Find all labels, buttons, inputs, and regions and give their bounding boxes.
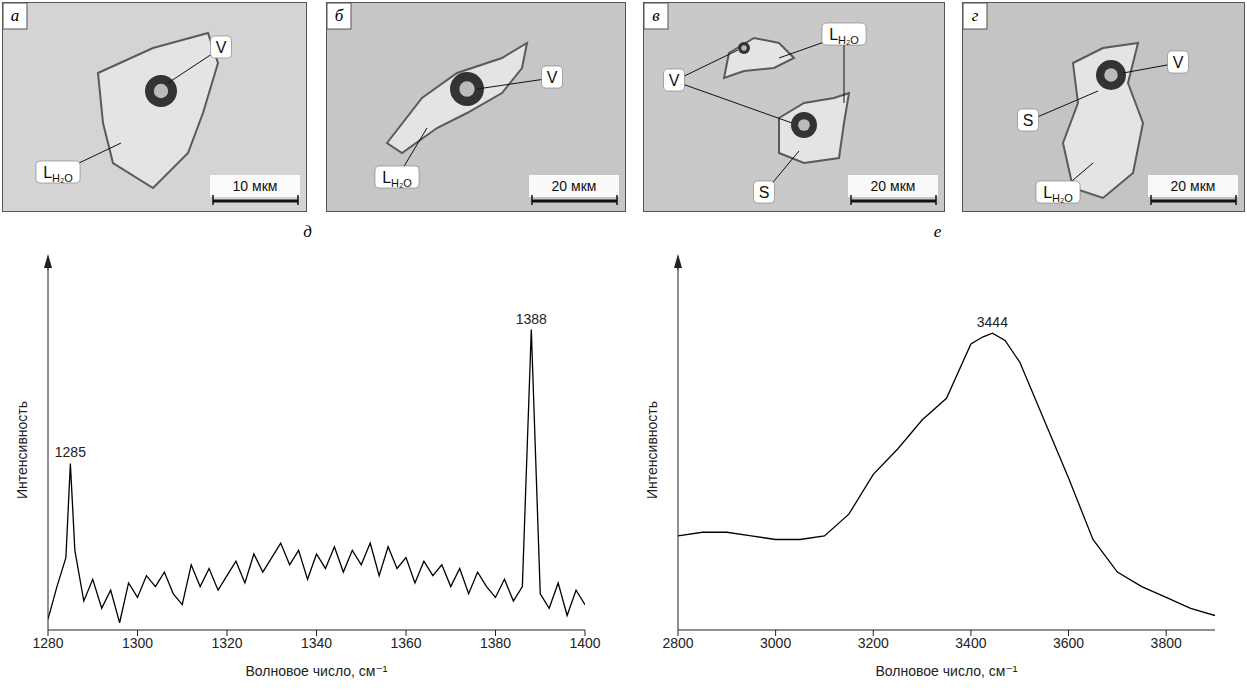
svg-text:3800: 3800 — [1151, 635, 1182, 651]
svg-text:1388: 1388 — [516, 311, 547, 327]
svg-text:20 мкм: 20 мкм — [871, 178, 916, 194]
svg-text:2800: 2800 — [662, 635, 693, 651]
svg-text:а: а — [11, 6, 20, 25]
svg-text:1340: 1340 — [301, 635, 332, 651]
svg-text:3000: 3000 — [760, 635, 791, 651]
svg-text:Волновое число, см⁻¹: Волновое число, см⁻¹ — [876, 663, 1018, 679]
svg-text:в: в — [652, 6, 660, 25]
svg-text:20 мкм: 20 мкм — [552, 178, 597, 194]
svg-text:LH₂O: LH₂O — [829, 26, 859, 46]
svg-text:Интенсивность: Интенсивность — [644, 401, 660, 499]
svg-text:V: V — [669, 72, 680, 89]
svg-text:3600: 3600 — [1053, 635, 1084, 651]
svg-text:3444: 3444 — [977, 314, 1008, 330]
svg-text:б: б — [335, 6, 344, 25]
svg-text:3400: 3400 — [955, 635, 986, 651]
svg-text:1280: 1280 — [32, 635, 63, 651]
svg-text:10 мкм: 10 мкм — [233, 178, 278, 194]
svg-text:LH₂O: LH₂O — [1043, 184, 1073, 204]
html-text:е: е — [933, 222, 942, 241]
svg-text:V: V — [547, 69, 558, 86]
svg-text:1400: 1400 — [569, 635, 600, 651]
svg-text:S: S — [1023, 112, 1034, 129]
svg-text:1285: 1285 — [55, 444, 86, 460]
svg-text:S: S — [759, 184, 770, 201]
svg-text:г: г — [972, 6, 979, 25]
svg-text:Интенсивность: Интенсивность — [14, 401, 30, 499]
svg-text:V: V — [216, 39, 227, 56]
svg-text:LH₂O: LH₂O — [43, 164, 73, 184]
svg-text:1300: 1300 — [122, 635, 153, 651]
svg-text:3200: 3200 — [858, 635, 889, 651]
svg-text:V: V — [1173, 54, 1184, 71]
svg-text:1380: 1380 — [480, 635, 511, 651]
svg-text:20 мкм: 20 мкм — [1171, 178, 1216, 194]
svg-text:Волновое число, см⁻¹: Волновое число, см⁻¹ — [246, 663, 388, 679]
svg-text:1320: 1320 — [211, 635, 242, 651]
html-text:д: д — [303, 222, 312, 241]
svg-text:1360: 1360 — [390, 635, 421, 651]
svg-text:LH₂O: LH₂O — [382, 169, 412, 189]
